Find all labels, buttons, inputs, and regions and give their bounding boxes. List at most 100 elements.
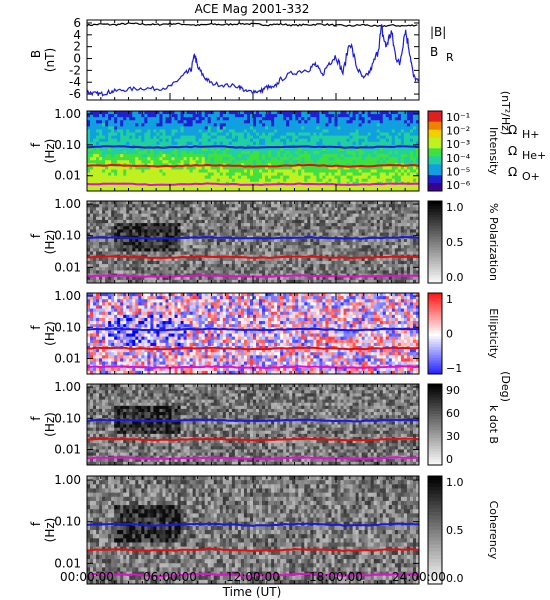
heatmap-cell (171, 175, 175, 180)
heatmap-cell (114, 267, 118, 271)
heatmap-cell (262, 207, 266, 211)
heatmap-cell (394, 175, 399, 180)
heatmap-cell (144, 251, 148, 256)
heatmap-cell (186, 238, 191, 243)
heatmap-cell (102, 213, 106, 218)
heatmap-cell (111, 242, 115, 246)
heatmap-cell (292, 216, 296, 221)
heatmap-cell (135, 123, 139, 127)
heatmap-cell (256, 123, 260, 127)
heatmap-cell (117, 216, 121, 221)
heatmap-cell (259, 257, 263, 262)
heatmap-cell (337, 160, 341, 164)
heatmap-cell (168, 219, 172, 224)
heatmap-cell (256, 132, 260, 137)
heatmap-cell (198, 184, 203, 189)
heatmap-cell (153, 216, 157, 221)
heatmap-cell (210, 242, 215, 246)
heatmap-cell (346, 178, 350, 183)
heatmap-cell (168, 141, 172, 146)
heatmap-cell (123, 120, 127, 124)
heatmap-cell (153, 276, 157, 281)
heatmap-cell (325, 114, 329, 118)
heatmap-cell (349, 126, 353, 130)
heatmap-cell (289, 151, 293, 155)
heatmap-cell (246, 154, 251, 158)
heatmap-cell (237, 232, 242, 237)
heatmap-cell (177, 245, 181, 249)
heatmap-cell (328, 138, 332, 143)
heatmap-cell (111, 126, 115, 130)
heatmap-cell (189, 132, 194, 137)
heatmap-cell (228, 129, 233, 133)
heatmap-cell (246, 178, 251, 183)
heatmap-cell (111, 169, 115, 173)
heatmap-cell (325, 117, 329, 121)
heatmap-cell (129, 257, 133, 262)
heatmap-cell (373, 160, 378, 164)
y-tick-label: -6 (69, 87, 81, 101)
heatmap-cell (204, 267, 209, 271)
heatmap-cell (298, 276, 302, 281)
heatmap-cell (225, 267, 230, 271)
heatmap-cell (355, 123, 360, 127)
heatmap-cell (99, 126, 103, 130)
heatmap-cell (150, 154, 154, 158)
heatmap-cell (228, 175, 233, 180)
heatmap-cell (376, 184, 381, 189)
heatmap-cell (171, 178, 175, 183)
heatmap-cell (231, 276, 236, 281)
heatmap-cell (289, 123, 293, 127)
heatmap-cell (87, 123, 91, 127)
heatmap-cell (307, 207, 311, 211)
heatmap-cell (280, 172, 284, 177)
heatmap-cell (156, 184, 160, 189)
heatmap-cell (225, 260, 230, 265)
heatmap-cell (234, 169, 239, 173)
heatmap-cell (240, 160, 245, 164)
heatmap-cell (99, 135, 103, 140)
heatmap-cell (373, 114, 378, 118)
heatmap-cell (105, 264, 109, 268)
heatmap-cell (249, 172, 254, 177)
heatmap-cell (177, 138, 181, 143)
heatmap-cell (126, 257, 130, 262)
heatmap-cell (268, 210, 272, 215)
heatmap-cell (90, 260, 94, 265)
heatmap-cell (253, 260, 257, 265)
heatmap-cell (385, 187, 390, 192)
heatmap-cell (153, 147, 157, 152)
heatmap-cell (228, 245, 233, 249)
heatmap-cell (352, 120, 357, 124)
heatmap-cell (117, 213, 121, 218)
heatmap-cell (283, 169, 287, 173)
heatmap-cell (298, 151, 302, 155)
heatmap-cell (228, 232, 233, 237)
heatmap-cell (165, 114, 169, 118)
heatmap-cell (117, 248, 121, 252)
heatmap-cell (231, 138, 236, 143)
heatmap-cell (259, 251, 263, 256)
heatmap-cell (307, 201, 311, 205)
heatmap-cell (168, 175, 172, 180)
heatmap-cell (394, 120, 399, 124)
heatmap-cell (210, 260, 215, 265)
heatmap-cell (132, 245, 136, 249)
heatmap-cell (165, 276, 169, 281)
heatmap-cell (355, 120, 360, 124)
heatmap-cell (237, 175, 242, 180)
heatmap-cell (171, 114, 175, 118)
heatmap-cell (234, 120, 239, 124)
heatmap-cell (304, 213, 308, 218)
heatmap-cell (150, 120, 154, 124)
heatmap-cell (271, 207, 275, 211)
heatmap-cell (132, 232, 136, 237)
heatmap-cell (249, 138, 254, 143)
heatmap-cell (90, 216, 94, 221)
heatmap-cell (210, 138, 215, 143)
heatmap-cell (328, 117, 332, 121)
heatmap-cell (265, 238, 269, 243)
heatmap-cell (298, 138, 302, 143)
heatmap-cell (397, 184, 402, 189)
